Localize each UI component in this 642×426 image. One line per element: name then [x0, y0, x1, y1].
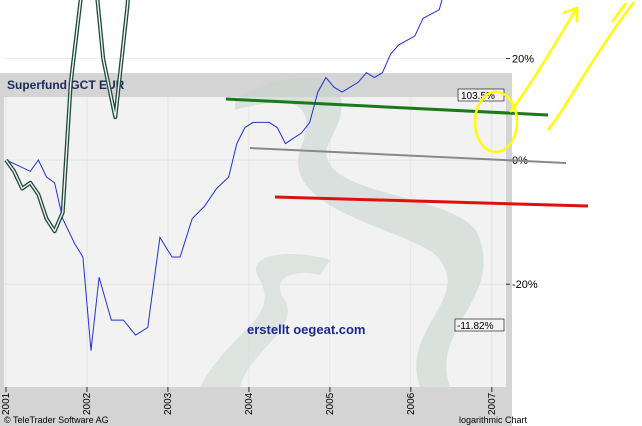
copyright-label: © TeleTrader Software AG	[4, 415, 109, 425]
up-arrow-1	[509, 8, 578, 113]
annotation-low: -11.82%	[454, 318, 505, 332]
x-tick-label: 2003	[163, 392, 174, 415]
x-tick-label: 2006	[406, 392, 417, 415]
x-tick-label: 2004	[244, 392, 255, 415]
x-tick-label: 2002	[82, 392, 93, 415]
watermark: erstellt oegeat.com	[247, 322, 366, 337]
up-arrow-2	[547, 1, 635, 131]
x-tick-label: 2007	[487, 392, 498, 415]
logo-swoosh	[200, 76, 484, 387]
annotation-high-label: 103.5%	[461, 91, 495, 102]
benchmark-series-line	[5, 0, 443, 351]
support-trendline	[274, 195, 589, 208]
scale-note: logarithmic Chart	[459, 415, 528, 425]
annotation-low-label: -11.82%	[457, 321, 494, 332]
y-tick-label: 20%	[512, 54, 534, 66]
y-tick-label: -20%	[512, 279, 538, 291]
x-tick-label: 2005	[325, 392, 336, 415]
chart-title: Superfund GCT EUR	[7, 78, 125, 92]
axis-panel	[506, 73, 512, 426]
x-tick-label: 2001	[1, 392, 12, 415]
x-axis: 2001 2002 2003 2004 2005 2006 2007	[1, 387, 498, 415]
midline-trendline	[249, 147, 567, 164]
yellow-highlight-drawing	[473, 1, 635, 154]
grid	[4, 58, 506, 387]
resistance-trendline	[225, 97, 549, 117]
